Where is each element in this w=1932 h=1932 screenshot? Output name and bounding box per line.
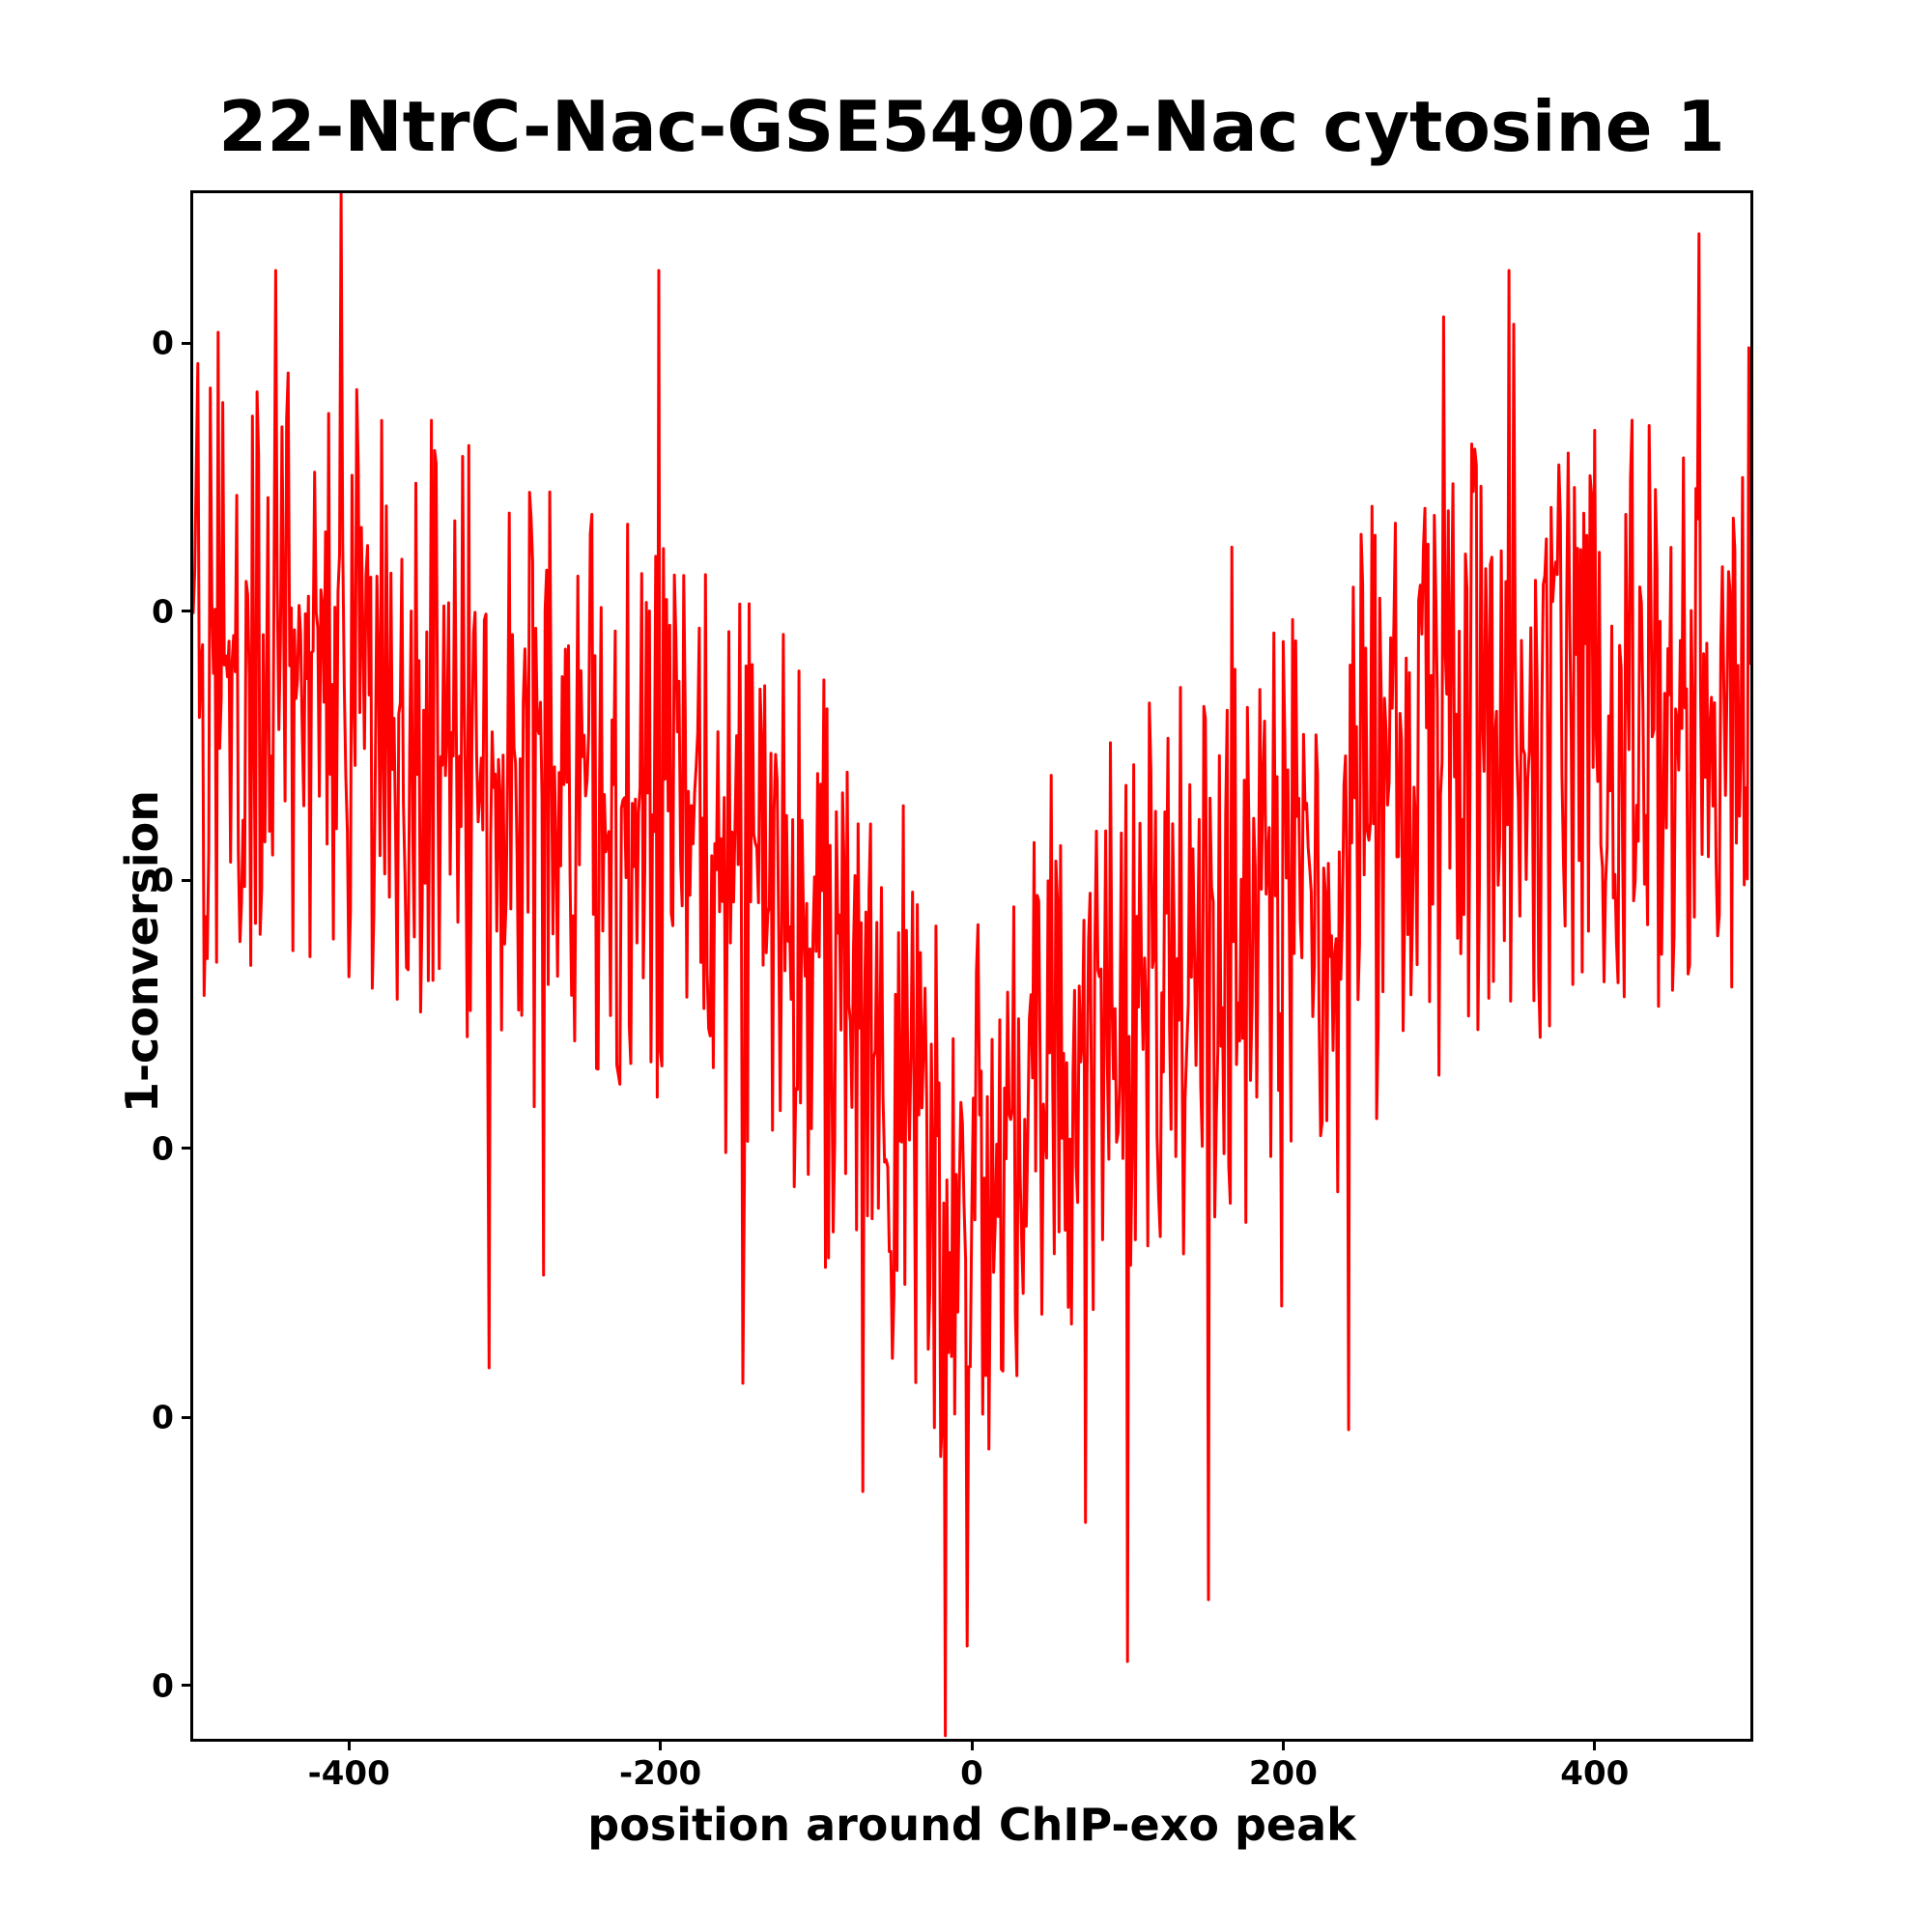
x-tick-mark — [1281, 1742, 1285, 1750]
y-tick-label: 0 — [152, 861, 174, 899]
data-line — [193, 193, 1750, 1738]
chart-title: 22-NtrC-Nac-GSE54902-Nac cytosine 1 — [218, 86, 1725, 167]
y-tick-label: 0 — [152, 1398, 174, 1436]
x-tick-mark — [347, 1742, 351, 1750]
y-tick-mark — [182, 1684, 190, 1688]
x-tick-label: -200 — [619, 1754, 702, 1793]
y-tick-mark — [182, 341, 190, 345]
y-axis-label: 1-conversion — [116, 789, 168, 1114]
y-tick-label: 0 — [152, 1666, 174, 1705]
x-axis-label: position around ChIP-exo peak — [587, 1799, 1356, 1851]
x-tick-label: 400 — [1560, 1754, 1630, 1793]
y-tick-mark — [182, 610, 190, 613]
x-tick-label: 200 — [1248, 1754, 1318, 1793]
y-tick-mark — [182, 1147, 190, 1151]
y-tick-mark — [182, 1415, 190, 1419]
y-tick-label: 0 — [152, 1129, 174, 1168]
x-tick-label: 0 — [960, 1754, 983, 1793]
data-line-svg — [193, 193, 1750, 1738]
y-tick-label: 0 — [152, 324, 174, 362]
x-tick-mark — [659, 1742, 663, 1750]
x-tick-mark — [1593, 1742, 1597, 1750]
y-tick-label: 0 — [152, 592, 174, 631]
y-tick-mark — [182, 878, 190, 882]
x-tick-label: -400 — [307, 1754, 390, 1793]
plot-area — [190, 190, 1753, 1742]
x-tick-mark — [970, 1742, 974, 1750]
